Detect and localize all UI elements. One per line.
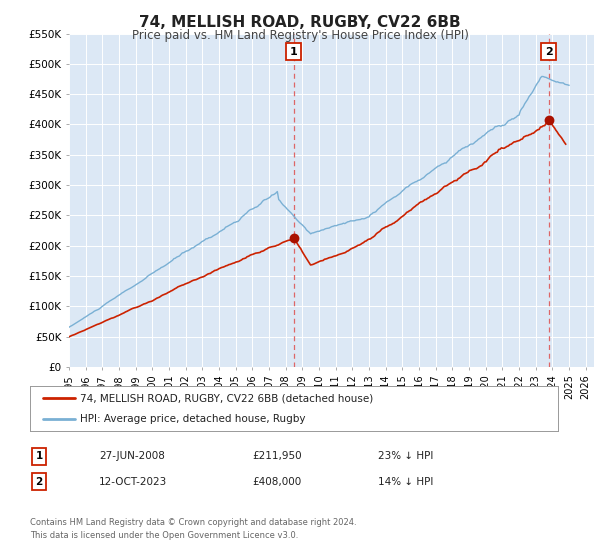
Text: 1: 1: [35, 451, 43, 461]
Text: £408,000: £408,000: [252, 477, 301, 487]
Text: 12-OCT-2023: 12-OCT-2023: [99, 477, 167, 487]
Text: £211,950: £211,950: [252, 451, 302, 461]
Text: 23% ↓ HPI: 23% ↓ HPI: [378, 451, 433, 461]
Text: Price paid vs. HM Land Registry's House Price Index (HPI): Price paid vs. HM Land Registry's House …: [131, 29, 469, 42]
Text: 74, MELLISH ROAD, RUGBY, CV22 6BB (detached house): 74, MELLISH ROAD, RUGBY, CV22 6BB (detac…: [80, 394, 373, 404]
Text: 14% ↓ HPI: 14% ↓ HPI: [378, 477, 433, 487]
Text: 2: 2: [545, 47, 553, 57]
Text: This data is licensed under the Open Government Licence v3.0.: This data is licensed under the Open Gov…: [30, 531, 298, 540]
Point: [544, 115, 554, 124]
Text: 2: 2: [35, 477, 43, 487]
Text: Contains HM Land Registry data © Crown copyright and database right 2024.: Contains HM Land Registry data © Crown c…: [30, 519, 356, 528]
Text: HPI: Average price, detached house, Rugby: HPI: Average price, detached house, Rugb…: [80, 414, 305, 424]
Text: 1: 1: [290, 47, 298, 57]
Point: [289, 234, 299, 243]
Text: 74, MELLISH ROAD, RUGBY, CV22 6BB: 74, MELLISH ROAD, RUGBY, CV22 6BB: [139, 15, 461, 30]
Text: 27-JUN-2008: 27-JUN-2008: [99, 451, 165, 461]
